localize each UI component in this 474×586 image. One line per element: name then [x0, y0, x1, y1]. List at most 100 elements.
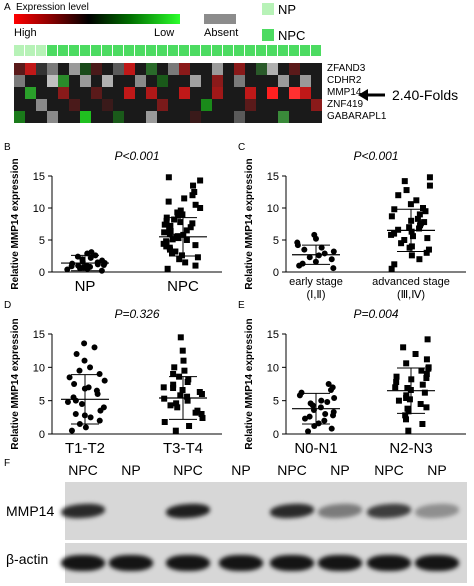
- p-value-label: P=0.326: [114, 307, 159, 321]
- heatmap-row: [14, 99, 322, 111]
- heatmap-row: [14, 75, 322, 87]
- y-tick-label: 5: [39, 235, 45, 247]
- heatmap-cell: [69, 75, 80, 87]
- data-point: [330, 248, 337, 255]
- data-point: [174, 404, 181, 411]
- expression-gradient: [14, 14, 180, 24]
- legend-npc: NPC: [278, 28, 306, 43]
- heatmap-cell: [245, 63, 256, 75]
- heatmap-cell: [289, 87, 300, 99]
- p-value-label: P<0.001: [114, 149, 159, 163]
- heatmap-cell: [58, 63, 69, 75]
- row-label-mmp14: MMP14: [6, 503, 55, 519]
- heatmap-cell: [223, 75, 234, 87]
- x-category-label: N0-N1: [294, 440, 337, 457]
- heatmap-row: [14, 111, 322, 123]
- data-point: [317, 404, 324, 411]
- heatmap-cell: [289, 63, 300, 75]
- heatmap-cell: [146, 75, 157, 87]
- data-point: [177, 207, 184, 214]
- p-value-label: P<0.001: [353, 149, 398, 163]
- data-point: [325, 381, 332, 387]
- blot-band: [270, 555, 314, 571]
- group-cell-npc: [157, 45, 168, 56]
- heatmap-cell: [190, 87, 201, 99]
- data-point: [417, 401, 424, 407]
- heatmap-cell: [267, 63, 278, 75]
- data-point: [96, 371, 103, 377]
- heatmap-cell: [256, 111, 267, 123]
- panel-label: D: [4, 300, 11, 311]
- data-point: [181, 195, 188, 202]
- data-point: [175, 212, 182, 219]
- heatmap-cell: [91, 87, 102, 99]
- data-point: [426, 182, 433, 189]
- data-point: [183, 227, 190, 234]
- heatmap-cell: [146, 99, 157, 111]
- data-point: [391, 230, 398, 237]
- lane-label: NP: [427, 462, 447, 478]
- x-category-label: advanced stage: [372, 276, 450, 288]
- heatmap-cell: [267, 75, 278, 87]
- data-point: [419, 381, 426, 388]
- mmp14-blot: [60, 482, 467, 540]
- heatmap-cell: [25, 111, 36, 123]
- heatmap-cell: [311, 111, 322, 123]
- blot-band: [219, 555, 263, 571]
- blot-band: [415, 555, 459, 571]
- data-point: [416, 256, 423, 263]
- data-point: [413, 197, 420, 204]
- data-point: [182, 259, 189, 266]
- heatmap-cell: [168, 111, 179, 123]
- group-cell-npc: [113, 45, 124, 56]
- data-point: [163, 217, 170, 224]
- heatmap-cell: [69, 99, 80, 111]
- data-point: [423, 375, 430, 381]
- lane-label: NPC: [68, 462, 98, 478]
- heatmap-cell: [234, 111, 245, 123]
- legend-high: High: [14, 27, 37, 39]
- data-point: [165, 174, 172, 181]
- data-point: [301, 246, 308, 253]
- y-tick-label: 15: [267, 171, 279, 183]
- data-point: [192, 242, 199, 249]
- group-cell-npc: [91, 45, 102, 56]
- group-cell-npc: [267, 45, 278, 56]
- blot-band: [165, 502, 211, 520]
- heatmap-cell: [58, 111, 69, 123]
- x-category-label: N2-N3: [389, 440, 432, 457]
- lane-label: NP: [330, 462, 350, 478]
- data-point: [331, 395, 338, 401]
- data-point: [391, 206, 398, 213]
- heatmap-cell: [102, 63, 113, 75]
- heatmap-cell: [289, 99, 300, 111]
- data-point: [75, 262, 82, 269]
- y-tick-label: 0: [39, 267, 45, 279]
- p-value-label: P=0.004: [353, 307, 398, 321]
- np-swatch: [262, 3, 274, 15]
- heatmap-cell: [80, 75, 91, 87]
- group-cell-npc: [278, 45, 289, 56]
- group-cell-npc: [179, 45, 190, 56]
- heatmap-row: [14, 87, 322, 99]
- group-cell-npc: [124, 45, 135, 56]
- heatmap-cell: [14, 111, 25, 123]
- group-cell-npc: [223, 45, 234, 56]
- data-point: [414, 215, 421, 222]
- data-point: [66, 374, 73, 381]
- heatmap-cell: [102, 111, 113, 123]
- legend-low: Low: [154, 27, 175, 39]
- heatmap-cell: [278, 87, 289, 99]
- heatmap-cell: [135, 75, 146, 87]
- data-point: [185, 376, 192, 383]
- heatmap-cell: [212, 87, 223, 99]
- data-point: [305, 428, 312, 435]
- data-point: [190, 182, 197, 189]
- data-point: [87, 364, 94, 371]
- data-point: [81, 357, 88, 364]
- group-cell-npc: [146, 45, 157, 56]
- data-point: [100, 404, 107, 411]
- data-point: [164, 265, 171, 272]
- data-point: [318, 397, 325, 404]
- gene-label: GABARAPL1: [327, 111, 387, 122]
